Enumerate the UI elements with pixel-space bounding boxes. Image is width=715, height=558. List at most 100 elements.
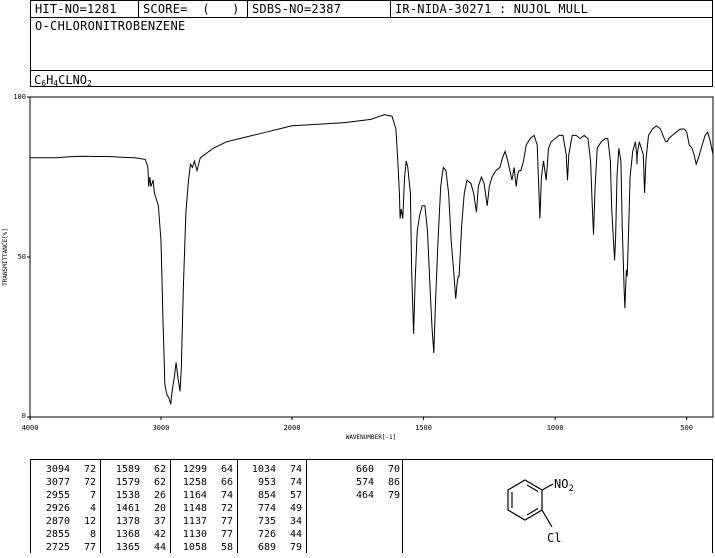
x-axis: 4000 3000 2000 1500 1000 500 (22, 417, 693, 432)
peak-row: 2725 77 (31, 541, 100, 554)
peak-row: 2955 7 (31, 489, 100, 502)
x-tick-label: 500 (680, 424, 693, 432)
peak-transmittance: 26 (153, 490, 166, 501)
peak-row: 1538 26 (101, 489, 170, 502)
peak-wavenumber: 2725 (45, 542, 70, 553)
peak-transmittance: 74 (289, 464, 302, 475)
peak-wavenumber: 574 (355, 477, 374, 488)
peak-row: 1368 42 (101, 528, 170, 541)
peak-row: 1034 74 (238, 463, 306, 476)
peak-row: 726 44 (238, 528, 306, 541)
peak-transmittance: 20 (153, 503, 166, 514)
peak-transmittance: 72 (83, 477, 96, 488)
compound-name: O-CHLORONITROBENZENE (35, 19, 186, 33)
peak-transmittance: 77 (220, 529, 233, 540)
molecular-formula: C6H4CLNO2 (34, 73, 92, 88)
peak-wavenumber: 689 (257, 542, 276, 553)
peak-wavenumber: 953 (257, 477, 276, 488)
peak-row: 2870 12 (31, 515, 100, 528)
x-tick-label: 1500 (415, 424, 432, 432)
peak-transmittance: 37 (153, 516, 166, 527)
peak-transmittance: 74 (289, 477, 302, 488)
peak-column: 1299 64 1258 66 1164 74 1148 72 1137 77 1130 77 1058… (171, 460, 238, 553)
peak-wavenumber: 1378 (115, 516, 140, 527)
formula-row: C6H4CLNO2 (31, 70, 712, 88)
peak-transmittance: 8 (89, 529, 96, 540)
peak-row: 2855 8 (31, 528, 100, 541)
cl-label: Cl (547, 531, 561, 545)
x-tick-label: 3000 (153, 424, 170, 432)
peak-wavenumber: 1164 (182, 490, 207, 501)
peak-transmittance: 58 (220, 542, 233, 553)
peak-transmittance: 77 (220, 516, 233, 527)
peak-row: 3094 72 (31, 463, 100, 476)
peak-transmittance: 44 (289, 529, 302, 540)
x-tick-label: 1000 (547, 424, 564, 432)
y-axis: 0 50 100 (13, 93, 30, 420)
peak-wavenumber: 1368 (115, 529, 140, 540)
peak-row: 735 34 (238, 515, 306, 528)
y-tick-label: 0 (22, 412, 26, 420)
peak-transmittance: 34 (289, 516, 302, 527)
sdbs-number: SDBS-NO=2387 (248, 1, 391, 17)
ir-nida-number: IR-NIDA-30271 : NUJOL MULL (395, 2, 589, 16)
peak-column: 660 70 574 86 464 79 (307, 460, 404, 553)
ir-spectrum-chart: 0 50 100 4000 3000 2000 1500 1000 500 TRANSMITT… (2, 93, 714, 441)
peak-row: 2926 4 (31, 502, 100, 515)
peak-wavenumber: 1589 (115, 464, 140, 475)
peak-wavenumber: 3077 (45, 477, 70, 488)
peak-wavenumber: 2955 (45, 490, 70, 501)
peak-transmittance: 72 (83, 464, 96, 475)
no2-bond (541, 483, 554, 491)
peak-wavenumber: 1461 (115, 503, 140, 514)
spectrum-header: HIT-NO=1281 SCORE= ( ) SDBS-NO=2387 IR-N… (30, 0, 713, 88)
peak-wavenumber: 854 (257, 490, 276, 501)
peak-wavenumber: 1365 (115, 542, 140, 553)
peak-row: 1378 37 (101, 515, 170, 528)
peak-transmittance: 79 (387, 490, 400, 501)
peak-row: 1461 20 (101, 502, 170, 515)
peak-wavenumber: 1130 (182, 529, 207, 540)
structure-diagram: NO2 Cl (507, 477, 574, 545)
x-axis-label: WAVENUMBER[-1] (346, 434, 397, 441)
y-axis-label: TRANSMITTANCE[%] (2, 228, 9, 286)
peak-wavenumber: 1299 (182, 464, 207, 475)
score-field: SCORE= ( ) (139, 1, 248, 17)
peak-transmittance: 77 (83, 542, 96, 553)
peak-transmittance: 12 (83, 516, 96, 527)
peak-transmittance: 70 (387, 464, 400, 475)
peak-row: 1589 62 (101, 463, 170, 476)
x-tick-label: 4000 (22, 424, 39, 432)
peak-wavenumber: 1148 (182, 503, 207, 514)
peak-transmittance: 64 (220, 464, 233, 475)
peak-table: 3094 72 3077 72 2955 7 2926 4 2870 12 2855 8 2725 77 1… (30, 459, 403, 553)
peak-row: 774 49 (238, 502, 306, 515)
peak-column: 1589 62 1579 62 1538 26 1461 20 1378 37 1368 42 1365… (101, 460, 171, 553)
peak-wavenumber: 726 (257, 529, 276, 540)
y-tick-label: 50 (18, 253, 26, 261)
peak-row: 1137 77 (171, 515, 237, 528)
no2-label: NO2 (554, 477, 574, 494)
peak-wavenumber: 774 (257, 503, 276, 514)
peak-wavenumber: 464 (355, 490, 374, 501)
peak-transmittance: 66 (220, 477, 233, 488)
benzene-ring (507, 479, 554, 528)
peak-transmittance: 44 (153, 542, 166, 553)
peak-wavenumber: 2870 (45, 516, 70, 527)
peak-wavenumber: 660 (355, 464, 374, 475)
peak-transmittance: 57 (289, 490, 302, 501)
peak-row: 464 79 (307, 489, 404, 502)
peak-row: 1058 58 (171, 541, 237, 554)
peak-wavenumber: 3094 (45, 464, 70, 475)
peak-transmittance: 86 (387, 477, 400, 488)
peak-row: 574 86 (307, 476, 404, 489)
structure-panel: NO2 Cl (403, 459, 713, 553)
header-info-row: HIT-NO=1281 SCORE= ( ) SDBS-NO=2387 IR-N… (31, 1, 712, 18)
peak-row: 1258 66 (171, 476, 237, 489)
peak-wavenumber: 1258 (182, 477, 207, 488)
peak-row: 1164 74 (171, 489, 237, 502)
peak-wavenumber: 1538 (115, 490, 140, 501)
peak-wavenumber: 1058 (182, 542, 207, 553)
peak-row: 953 74 (238, 476, 306, 489)
peak-row: 1365 44 (101, 541, 170, 554)
